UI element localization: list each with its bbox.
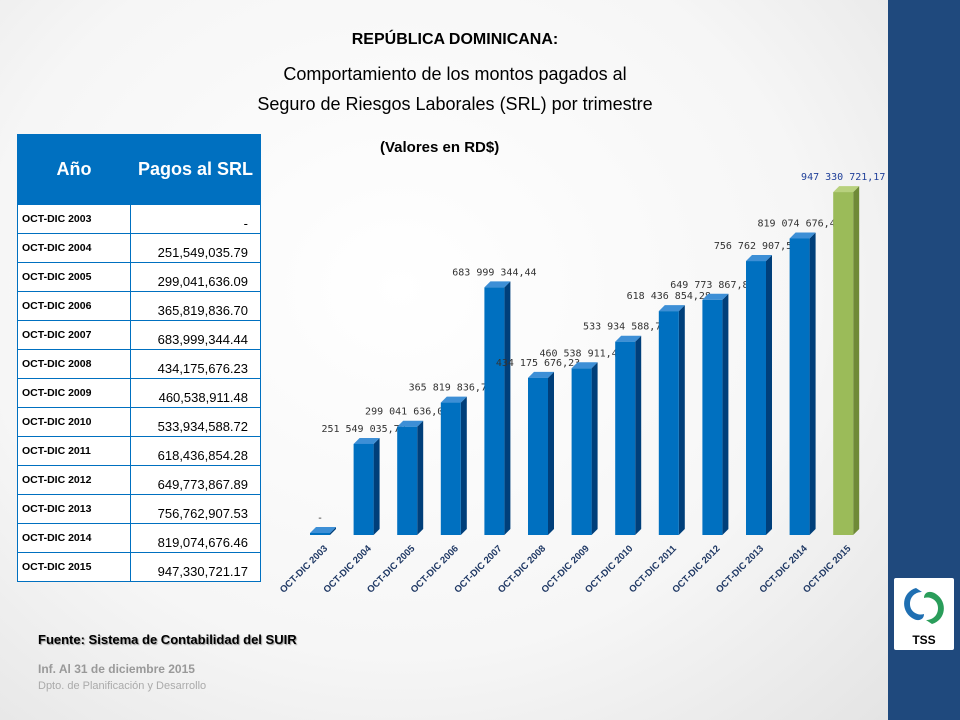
data-label: 649 773 867,89	[670, 280, 754, 291]
payments-table: Año Pagos al SRL OCT-DIC 2003- OCT-DIC 20…	[17, 134, 261, 582]
bar-side	[330, 527, 336, 535]
bar	[789, 238, 810, 535]
table-row: OCT-DIC 2014 819,074,676.46	[17, 523, 261, 553]
table-row: OCT-DIC 2004 251,549,035.79	[17, 233, 261, 263]
table-cell-year: OCT-DIC 2009	[17, 378, 131, 408]
bar	[310, 533, 330, 535]
data-label: 819 074 676,46	[757, 218, 841, 229]
bar-top	[440, 396, 467, 403]
bar-side	[373, 437, 380, 535]
data-label: 947 330 721,17	[801, 172, 885, 183]
bar-top	[658, 305, 685, 312]
bar-top	[484, 281, 511, 288]
bar-top	[397, 420, 424, 427]
bar-side	[635, 335, 642, 535]
data-label: 365 819 836,70	[409, 383, 493, 394]
bar-side	[504, 281, 511, 535]
department-label: Dpto. de Planificación y Desarrollo	[38, 680, 207, 692]
bar-side	[722, 293, 729, 535]
bar-side	[853, 186, 860, 535]
table-cell-value: 947,330,721.17	[130, 552, 261, 582]
data-label: 533 934 588,72	[583, 322, 667, 333]
bar-side	[809, 232, 816, 535]
table-cell-year: OCT-DIC 2003	[17, 204, 131, 234]
subtitle-line-2: Seguro de Riesgos Laborales (SRL) por tr…	[257, 94, 653, 114]
table-cell-value: 365,819,836.70	[130, 291, 261, 321]
column-header-year: Año	[17, 134, 131, 205]
bar	[702, 299, 723, 535]
bar-top	[615, 335, 642, 342]
table-cell-year: OCT-DIC 2007	[17, 320, 131, 350]
data-label: 460 538 911,48	[539, 348, 623, 359]
bar	[615, 341, 636, 535]
table-cell-value: -	[130, 204, 261, 234]
table-row: OCT-DIC 2006 365,819,836.70	[17, 291, 261, 321]
bar	[658, 311, 679, 535]
bar-top	[789, 232, 816, 239]
subtitle-line-1: Comportamiento de los montos pagados al	[283, 64, 627, 84]
bar-side	[591, 362, 598, 535]
table-header-row: Año Pagos al SRL	[17, 134, 261, 205]
bar-top	[571, 362, 598, 369]
table-cell-value: 756,762,907.53	[130, 494, 261, 524]
bar-side	[417, 420, 424, 535]
data-label: 251 549 035,79	[321, 424, 405, 435]
bar-top	[833, 186, 860, 193]
bar-top	[353, 437, 380, 444]
table-cell-value: 819,074,676.46	[130, 523, 261, 553]
column-header-value: Pagos al SRL	[130, 134, 261, 205]
report-date: Inf. Al 31 de diciembre 2015	[38, 662, 195, 676]
bar	[353, 443, 374, 535]
bar	[833, 192, 854, 535]
table-row: OCT-DIC 2003-	[17, 204, 261, 234]
table-cell-year: OCT-DIC 2008	[17, 349, 131, 379]
table-row: OCT-DIC 2005 299,041,636.09	[17, 262, 261, 292]
bar-side	[548, 371, 554, 535]
bar	[571, 368, 592, 535]
table-row: OCT-DIC 2007 683,999,344.44	[17, 320, 261, 350]
table-cell-value: 251,549,035.79	[130, 233, 261, 263]
bar-top	[310, 527, 336, 533]
bar-top	[746, 255, 772, 262]
data-label: 683 999 344,44	[452, 267, 536, 278]
table-row: OCT-DIC 2015 947,330,721.17	[17, 552, 261, 582]
bar-top	[702, 293, 729, 300]
table-cell-value: 618,436,854.28	[130, 436, 261, 466]
source-note: Fuente: Sistema de Contabilidad del SUIR	[38, 632, 297, 647]
bar	[484, 287, 505, 535]
table-cell-value: 434,175,676.23	[130, 349, 261, 379]
data-label: 618 436 854,28	[627, 291, 711, 302]
data-label: 299 041 636,09	[365, 407, 449, 418]
page-title: REPÚBLICA DOMINICANA:	[351, 31, 559, 48]
data-label: 434 175 676,23	[496, 358, 580, 369]
table-cell-value: 683,999,344.44	[130, 320, 261, 350]
table-row: OCT-DIC 2009 460,538,911.48	[17, 378, 261, 408]
bar	[528, 377, 548, 535]
bar-side	[766, 255, 772, 536]
tss-logo: TSS	[894, 578, 954, 650]
table-cell-year: OCT-DIC 2006	[17, 291, 131, 321]
bar-side	[678, 305, 685, 535]
units-label: (Valores en RD$)	[380, 139, 500, 156]
table-cell-year: OCT-DIC 2005	[17, 262, 131, 292]
table-cell-year: OCT-DIC 2015	[17, 552, 131, 582]
bar-top	[528, 371, 554, 378]
tss-logo-text: TSS	[912, 633, 936, 647]
bar	[397, 426, 418, 535]
table-row: OCT-DIC 2008 434,175,676.23	[17, 349, 261, 379]
bar-side	[460, 396, 467, 535]
tss-logo-icon	[904, 588, 944, 624]
bar	[440, 402, 461, 535]
table-row: OCT-DIC 2013 756,762,907.53	[17, 494, 261, 524]
data-label: -	[317, 513, 323, 524]
bar	[746, 261, 766, 535]
data-label: 756 762 907,53	[714, 241, 798, 252]
table-cell-value: 460,538,911.48	[130, 378, 261, 408]
